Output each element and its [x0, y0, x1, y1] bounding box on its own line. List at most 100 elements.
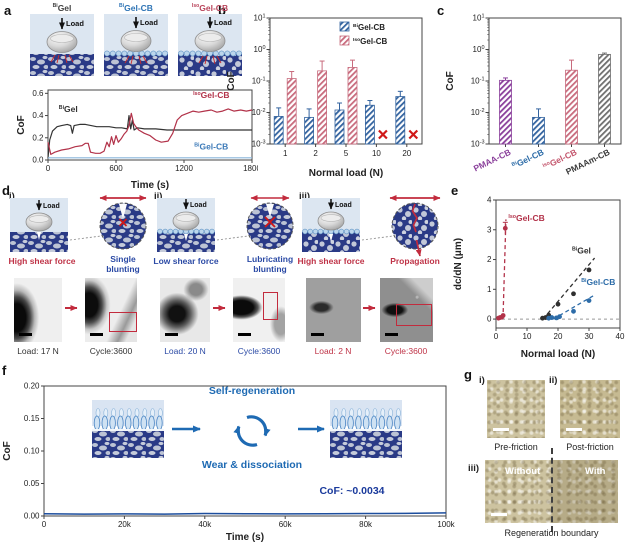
path-shape	[264, 216, 276, 228]
text-shape: 40k	[198, 520, 212, 529]
tspan-shape: Gel	[577, 246, 591, 256]
tspan-shape: 10	[471, 140, 480, 149]
text-shape: 0.15	[24, 414, 40, 423]
text-shape: Normal load (N)	[309, 168, 383, 179]
bar-PMAA-CB	[499, 79, 512, 145]
scale-bar	[165, 333, 178, 336]
line-shape	[361, 235, 394, 241]
ellipse-shape	[378, 415, 385, 431]
scale-bar	[491, 513, 507, 516]
ellipse-shape	[125, 415, 132, 431]
d-caption-cycle-iii: Cycle:3600	[384, 346, 428, 356]
text-shape: 0.2	[32, 133, 44, 142]
tspan-shape: -2	[480, 108, 485, 114]
d-caption-load-i: Load: 17 N	[17, 346, 59, 356]
tspan-shape: 10	[254, 45, 263, 54]
tspan-shape: Bi	[59, 105, 65, 111]
d-arrow-ii	[213, 305, 226, 311]
bar-BiGel-CB-20	[395, 96, 406, 145]
circle-shape	[354, 228, 360, 235]
d-roman-ii: ii)	[154, 191, 163, 202]
circle-shape	[162, 50, 168, 57]
rect-shape	[330, 429, 402, 431]
line-shape	[69, 235, 102, 241]
circle-shape	[201, 50, 208, 57]
point-BiGel-CB	[586, 298, 592, 304]
schematic-title-isogel-cb: IsoGel-CB	[191, 3, 229, 13]
circle-shape	[204, 228, 210, 235]
ellipse-shape	[117, 415, 124, 431]
d-micrograph-ii-after	[233, 278, 285, 342]
d-micrograph-ii-before	[160, 278, 210, 342]
point-BiGel	[586, 267, 592, 273]
circle-shape	[343, 228, 350, 235]
text-shape: IsoGel-CB	[353, 37, 388, 46]
tspan-shape: Bi	[353, 23, 359, 29]
text-shape: 10-1	[252, 77, 266, 86]
d-schematic-i: Load	[10, 195, 147, 252]
circle-shape	[150, 50, 157, 57]
panel-label-b: b	[218, 3, 226, 18]
panel-label-c: c	[437, 3, 445, 18]
text-shape: 40	[616, 332, 625, 341]
text-shape: 100	[473, 45, 485, 54]
chart-cof-vs-time: 0600120018000.00.20.40.6BiGelIsoGel-CBBi…	[16, 89, 258, 191]
polygon-shape	[266, 204, 274, 217]
panel-label-a: a	[4, 3, 12, 18]
tspan-shape: Iso	[508, 214, 516, 220]
tspan-shape: Iso	[193, 91, 201, 97]
tspan-shape: Iso	[542, 160, 552, 169]
text-shape: BiGel-CB	[581, 277, 615, 287]
text-shape: 80k	[359, 520, 373, 529]
text-shape: 2	[487, 255, 492, 264]
ellipse-shape	[331, 415, 339, 431]
ellipse-shape	[370, 415, 378, 431]
ellipse-shape	[363, 415, 370, 431]
text-shape: 1	[283, 149, 288, 158]
failed-mark	[378, 129, 388, 140]
text-shape: 0.6	[32, 89, 44, 98]
crack-highlight-box	[396, 304, 432, 326]
circle-shape	[317, 228, 324, 235]
d-micrograph-iii-after	[380, 278, 433, 342]
text-shape: Normal load (N)	[521, 349, 595, 360]
text-shape: BiGel-CB	[353, 23, 385, 32]
g-shape	[104, 50, 168, 57]
ellipse-shape	[124, 33, 148, 42]
polygon-shape	[37, 232, 41, 240]
path-shape	[246, 415, 271, 437]
text-shape: 60k	[279, 520, 293, 529]
g-image-pre-friction	[487, 380, 545, 438]
text-shape: CoF	[445, 71, 456, 90]
text-shape: IsoGel-CB	[193, 90, 229, 100]
d-inset-label-iii: Propagation	[390, 256, 440, 266]
circle-shape	[183, 50, 190, 57]
text-shape: 0.05	[24, 479, 40, 488]
d-caption-cycle-i: Cycle:3600	[89, 346, 133, 356]
g-label-with: With	[585, 466, 606, 477]
polygon-shape	[329, 234, 333, 242]
circle-shape	[230, 50, 237, 57]
load-label: Load	[214, 18, 232, 27]
circle-shape	[218, 50, 225, 57]
fit-BiGel	[542, 257, 596, 320]
schematic-bigel: Load	[30, 14, 94, 76]
bar-PMAAm-CB	[598, 53, 611, 145]
ellipse-shape	[347, 415, 354, 431]
tspan-shape: Gel-CB	[201, 90, 230, 100]
circle-shape	[224, 50, 231, 57]
text-shape: 3	[487, 225, 492, 234]
circle-shape	[172, 228, 179, 235]
bar-Gel-CB	[532, 116, 545, 145]
crack-highlight-box	[109, 312, 137, 332]
tspan-shape: 10	[473, 45, 482, 54]
ellipse-shape	[140, 415, 147, 431]
circle-shape	[212, 50, 219, 57]
text-shape: 1	[487, 285, 492, 294]
tspan-shape: 10	[471, 108, 480, 117]
tspan-shape: -1	[480, 77, 485, 83]
rect-shape	[104, 54, 168, 76]
scale-bar	[238, 333, 251, 336]
g-roman-iii: iii)	[468, 463, 480, 474]
scale-bar	[19, 333, 32, 336]
